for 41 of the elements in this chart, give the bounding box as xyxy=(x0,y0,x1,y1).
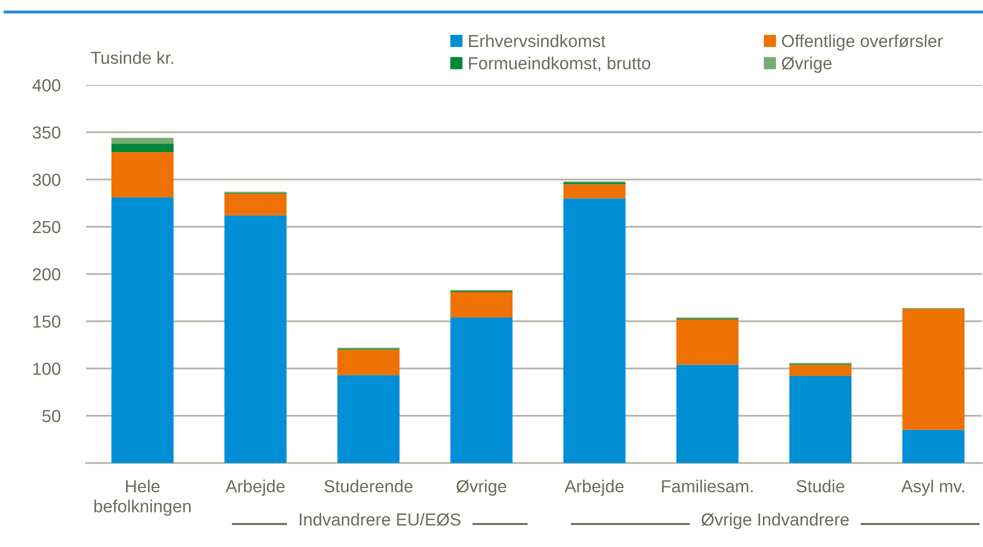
bar xyxy=(111,197,174,463)
bar xyxy=(224,194,287,216)
text: Øvrige Indvandrere xyxy=(702,512,849,530)
text: Indvandrere EU/EØS xyxy=(300,512,461,526)
bar xyxy=(450,317,513,463)
bar xyxy=(337,375,400,463)
y-tick-label: 250 xyxy=(32,220,60,234)
bar xyxy=(337,350,400,376)
y-tick-label: 50 xyxy=(42,410,60,422)
bar xyxy=(676,319,739,365)
legend-label: Offentlige overførsler xyxy=(782,34,943,51)
legend-label: Formueindkomst, brutto xyxy=(469,56,650,72)
x-tick-label: Hele befolkningen xyxy=(94,480,191,516)
x-tick-label: Studie xyxy=(796,480,844,492)
x-tick-label: Arbejde xyxy=(564,480,624,496)
bar xyxy=(111,138,174,144)
y-axis-title: Tusinde kr. xyxy=(90,51,174,64)
bar xyxy=(224,215,287,463)
bar xyxy=(450,292,513,318)
bar xyxy=(563,198,626,463)
x-tick-label: Øvrige xyxy=(456,480,506,496)
legend-label: Øvrige xyxy=(782,56,832,73)
y-tick-label: 400 xyxy=(32,79,60,92)
bar xyxy=(789,376,852,463)
bar xyxy=(563,184,626,198)
bar xyxy=(902,430,964,463)
x-tick-label: Asyl mv. xyxy=(901,480,964,496)
bar xyxy=(676,364,739,463)
y-tick-label: 300 xyxy=(32,174,60,186)
legend-label: Erhvervsindkomst xyxy=(469,34,606,48)
y-tick-label: 150 xyxy=(33,315,60,328)
x-tick-label: Familiesam. xyxy=(662,480,753,492)
y-tick-label: 350 xyxy=(32,126,60,139)
bar xyxy=(789,364,852,376)
bar xyxy=(902,308,964,430)
x-tick-label: Arbejde xyxy=(226,480,285,496)
x-tick-label: Studerende xyxy=(324,480,413,492)
bar xyxy=(111,144,174,152)
y-tick-label: 200 xyxy=(32,268,60,280)
y-tick-label: 100 xyxy=(33,362,60,375)
bar xyxy=(111,152,174,198)
